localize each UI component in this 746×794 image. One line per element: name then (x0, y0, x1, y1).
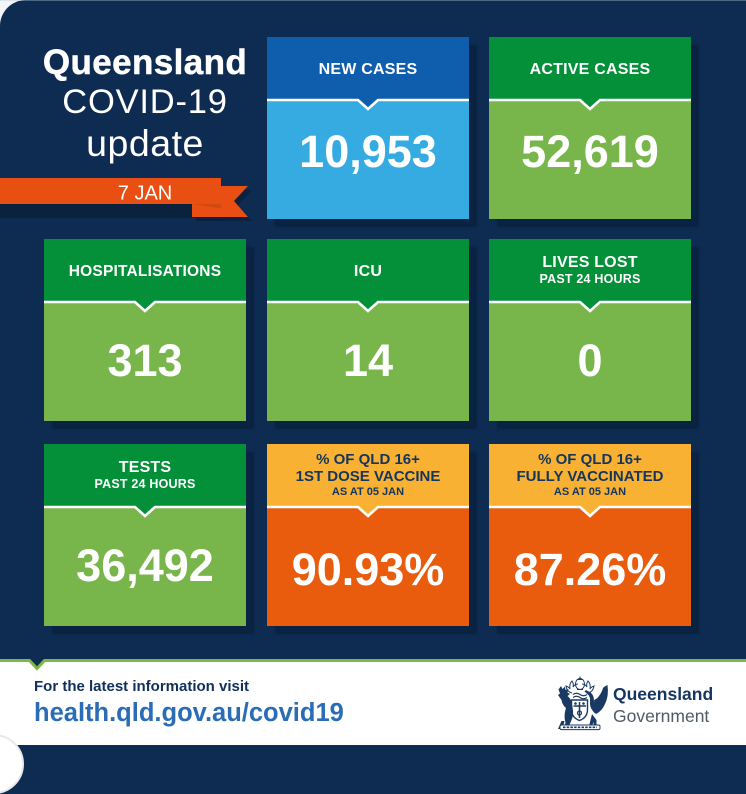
svg-text:7 JAN: 7 JAN (118, 183, 172, 205)
